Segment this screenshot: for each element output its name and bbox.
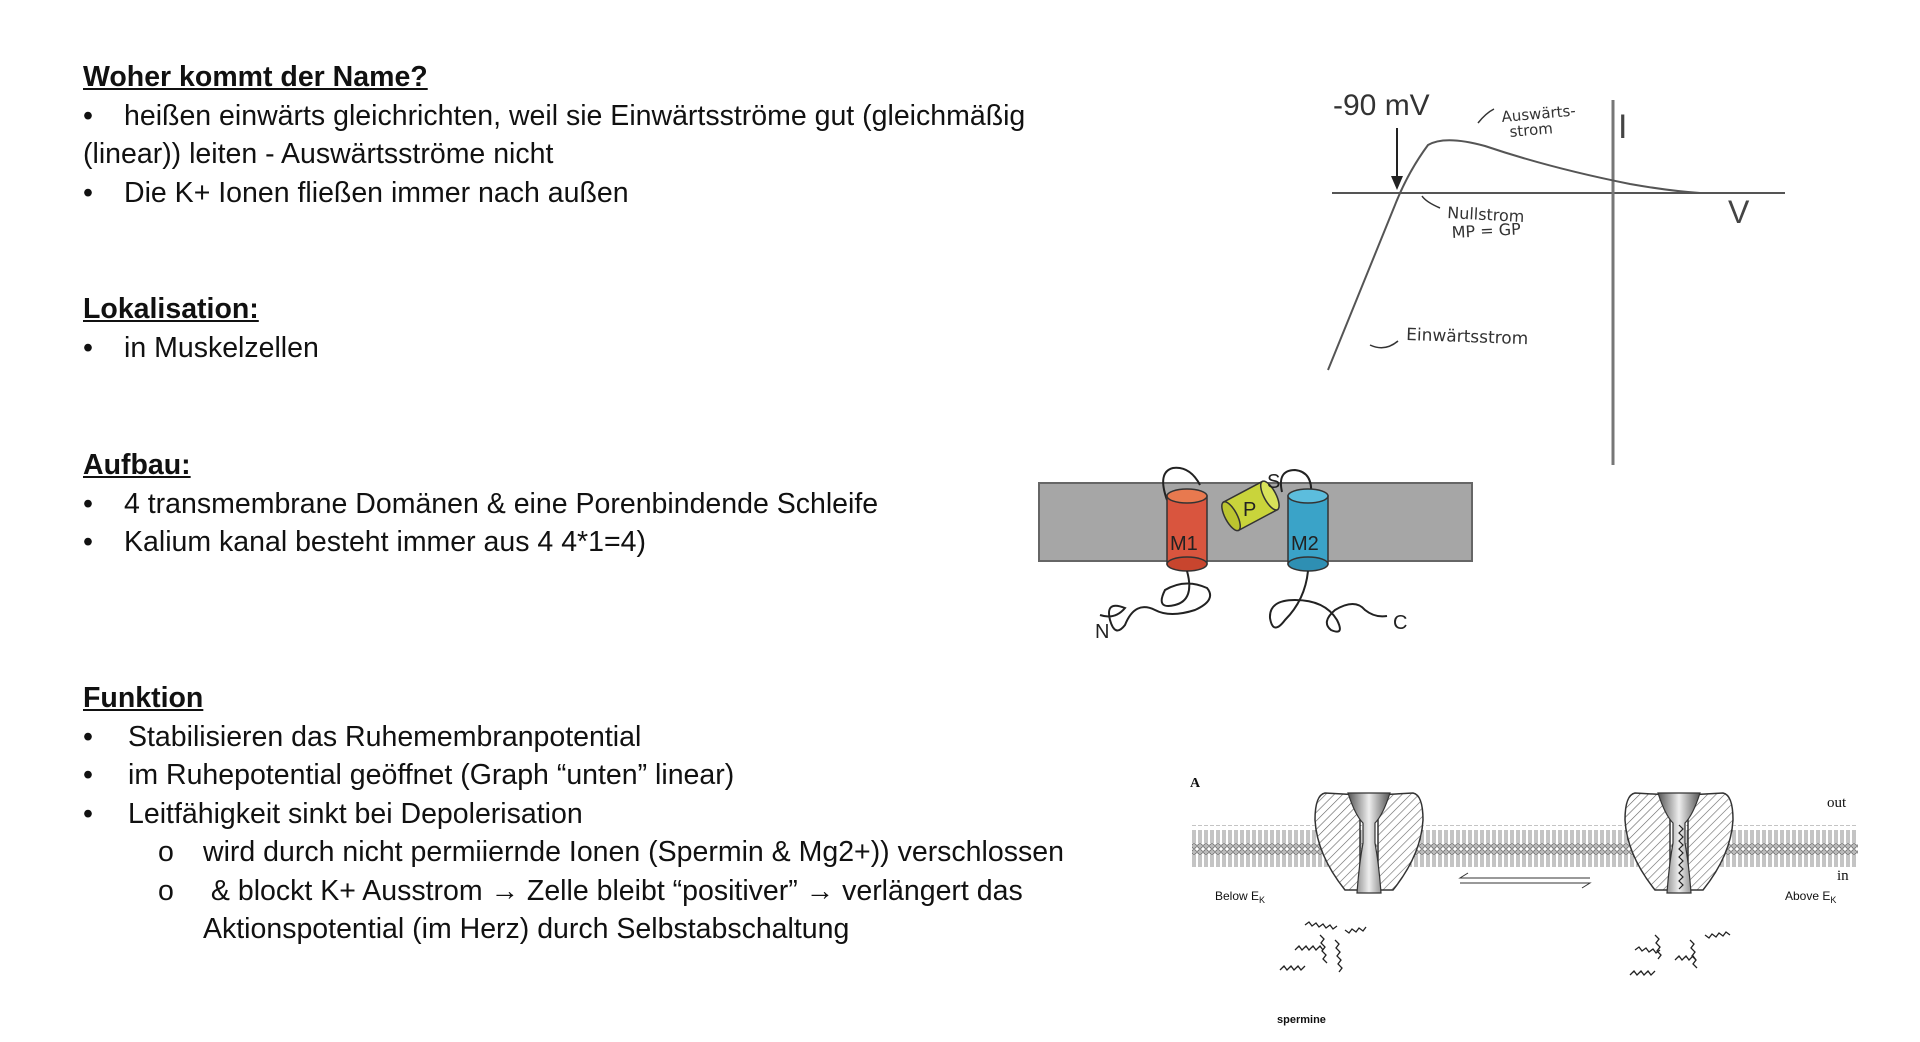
- name-bullet-1: • heißen einwärts gleichrichten, weil si…: [83, 97, 1123, 136]
- iv-graph-figure: -90 mV I V Auswärts- strom Nullstrom MP …: [1327, 89, 1785, 465]
- name-bullet-2: • Die K+ Ionen fließen immer nach außen: [83, 174, 1123, 213]
- zero-current-label-1: Nullstrom: [1447, 203, 1525, 226]
- bullet-symbol: •: [83, 759, 93, 791]
- spermine-label: spermine: [1277, 1014, 1326, 1026]
- function-sub-bullet-1: o wird durch nicht permiiernde Ionen (Sp…: [158, 833, 1123, 872]
- localisation-bullet-1: • in Muskelzellen: [83, 329, 319, 368]
- voltage-label: -90 mV: [1333, 89, 1430, 122]
- sub-bullet-symbol: o: [158, 874, 174, 907]
- name-section: Woher kommt der Name? • heißen einwärts …: [83, 58, 1123, 212]
- in-label: in: [1837, 868, 1849, 884]
- name-bullet-1-continued: (linear)) leiten - Auswärtsströme nicht: [83, 138, 554, 170]
- x-axis-label: V: [1728, 194, 1750, 230]
- outward-label-2: strom: [1509, 119, 1554, 141]
- function-bullet-2-text: im Ruhepotential geöffnet (Graph “unten”…: [128, 759, 735, 791]
- m1-label: M1: [1170, 533, 1198, 555]
- function-sub-bullet-2-text: & blockt K+ Ausstrom → Zelle bleibt “pos…: [203, 874, 1023, 907]
- bullet-symbol: •: [83, 797, 93, 830]
- function-sub-bullet-2-continued: Aktionspotential (im Herz) durch Selbsta…: [158, 910, 1123, 949]
- localisation-bullet-1-text: in Muskelzellen: [124, 331, 319, 364]
- p-label: P: [1243, 499, 1256, 521]
- iv-curve: [1327, 139, 1701, 371]
- sub-bullet-symbol: o: [158, 836, 174, 868]
- channel-topology-figure: M1 P S M2 N C: [1038, 466, 1473, 643]
- spermine-block-figure: A out in Below EK Above EK spermine: [1190, 776, 1858, 1026]
- m2-label: M2: [1291, 533, 1319, 555]
- open-channel: [1314, 792, 1424, 894]
- lipid-bilayer: [1192, 825, 1858, 867]
- inward-arrow: [1369, 340, 1399, 349]
- bullet-symbol: •: [83, 99, 93, 132]
- structure-section: Aufbau: • 4 transmembrane Domänen & eine…: [83, 446, 878, 562]
- name-bullet-2-text: Die K+ Ionen fließen immer nach außen: [124, 176, 629, 209]
- function-heading: Funktion: [83, 682, 204, 714]
- structure-bullet-2: • Kalium kanal besteht immer aus 4 4*1=4…: [83, 523, 878, 562]
- structure-heading: Aufbau:: [83, 449, 191, 481]
- name-bullet-1-text: heißen einwärts gleichrichten, weil sie …: [124, 99, 1026, 132]
- bullet-symbol: •: [83, 720, 93, 753]
- function-bullet-1: • Stabilisieren das Ruhemembranpotential: [83, 718, 1123, 757]
- equilibrium-arrow: [1458, 872, 1592, 889]
- zero-current-label-2: MP = GP: [1451, 219, 1521, 242]
- function-section: Funktion • Stabilisieren das Ruhemembran…: [83, 679, 1123, 949]
- c-terminus-strand: [1268, 570, 1388, 633]
- loop-left: [1162, 466, 1201, 501]
- c-label: C: [1393, 612, 1407, 634]
- structure-bullet-1-text: 4 transmembrane Domänen & eine Porenbind…: [124, 487, 879, 520]
- zero-current-arrow: [1421, 195, 1441, 209]
- localisation-section: Lokalisation: • in Muskelzellen: [83, 290, 319, 367]
- structure-bullet-2-text: Kalium kanal besteht immer aus 4 4*1=4): [124, 526, 646, 558]
- y-axis-label: I: [1618, 108, 1627, 146]
- s-label: S: [1267, 471, 1280, 493]
- bullet-symbol: •: [83, 526, 93, 558]
- bullet-symbol: •: [83, 487, 93, 520]
- out-label: out: [1827, 795, 1847, 811]
- inward-label: Einwärtsstrom: [1406, 325, 1529, 349]
- function-bullet-1-text: Stabilisieren das Ruhemembranpotential: [128, 720, 642, 753]
- name-heading: Woher kommt der Name?: [83, 61, 428, 93]
- voltage-arrowhead: [1391, 176, 1403, 190]
- free-spermine-right: [1629, 931, 1731, 976]
- function-sub-bullet-2: o & blockt K+ Ausstrom → Zelle bleibt “p…: [158, 872, 1123, 911]
- function-bullet-3-text: Leitfähigkeit sinkt bei Depolerisation: [128, 797, 583, 830]
- n-label: N: [1095, 621, 1109, 643]
- localisation-heading: Lokalisation:: [83, 293, 259, 325]
- function-sub-bullet-1-text: wird durch nicht permiiernde Ionen (Sper…: [203, 836, 1064, 868]
- pore-spermine: [1678, 824, 1684, 890]
- function-sub-bullet-2-continued-text: Aktionspotential (im Herz) durch Selbsta…: [203, 913, 850, 945]
- below-label: Below EK: [1215, 889, 1265, 905]
- loop-right: [1279, 468, 1313, 496]
- above-label: Above EK: [1785, 889, 1836, 905]
- n-terminus-strand: [1099, 570, 1211, 632]
- structure-bullet-1: • 4 transmembrane Domänen & eine Porenbi…: [83, 485, 878, 524]
- bullet-symbol: •: [83, 176, 93, 209]
- panel-label: A: [1190, 776, 1201, 791]
- bullet-symbol: •: [83, 331, 93, 364]
- helix-m2: [1287, 488, 1329, 572]
- outward-arrow: [1477, 108, 1495, 124]
- function-bullet-3: • Leitfähigkeit sinkt bei Depolerisation: [83, 795, 1123, 834]
- free-spermine-left: [1279, 921, 1367, 973]
- helix-p: [1221, 480, 1280, 532]
- function-bullet-2: • im Ruhepotential geöffnet (Graph “unte…: [83, 756, 1123, 795]
- helix-m1: [1166, 488, 1208, 572]
- blocked-channel: [1624, 792, 1734, 894]
